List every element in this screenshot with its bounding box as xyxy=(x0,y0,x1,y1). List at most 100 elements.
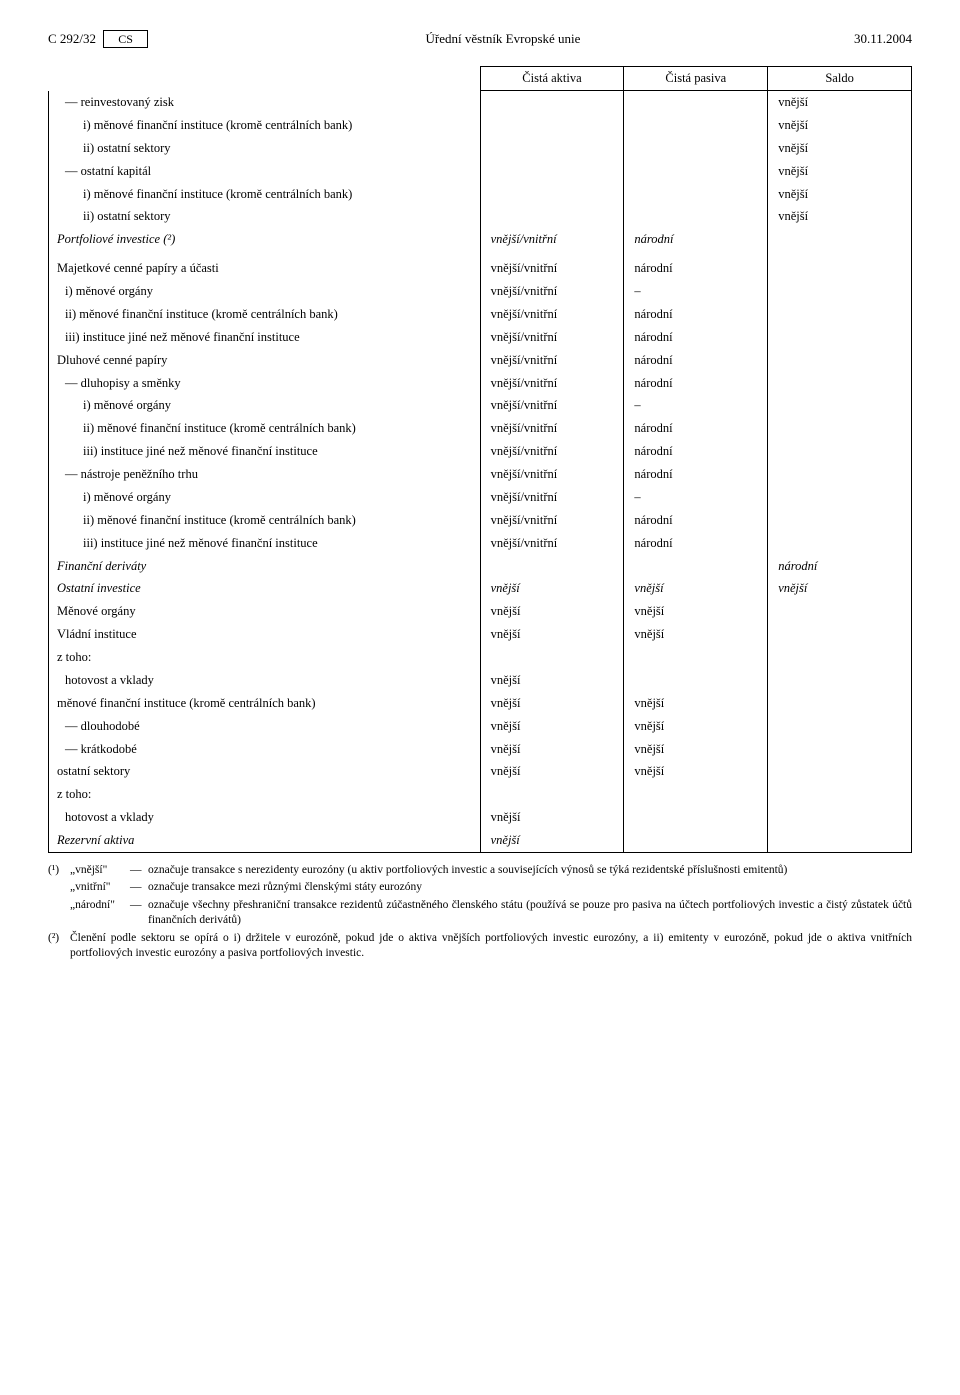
cell-saldo: vnější xyxy=(768,205,912,228)
row-label: Vládní instituce xyxy=(57,626,472,643)
table-row: — dluhopisy a směnkyvnější/vnitřnínárodn… xyxy=(49,372,912,395)
cell-pasiva: – xyxy=(624,394,768,417)
cell-saldo xyxy=(768,692,912,715)
cell-pasiva xyxy=(624,806,768,829)
cell-saldo: vnější xyxy=(768,160,912,183)
cell-pasiva: vnější xyxy=(624,623,768,646)
lang-code-box: CS xyxy=(103,30,148,48)
cell-pasiva: národní xyxy=(624,228,768,251)
row-label: ii) měnové finanční instituce (kromě cen… xyxy=(57,512,472,529)
dash-icon: — xyxy=(130,880,148,896)
cell-saldo xyxy=(768,806,912,829)
row-label: Majetkové cenné papíry a účasti xyxy=(57,260,472,277)
page-header: C 292/32 CS Úřední věstník Evropské unie… xyxy=(48,30,912,48)
row-label: — krátkodobé xyxy=(57,741,472,758)
footnote-1-term-2: „vnitřní" xyxy=(70,880,130,896)
table-row: z toho: xyxy=(49,783,912,806)
footnote-1-term-1: „vnější" xyxy=(70,863,130,879)
row-label: z toho: xyxy=(57,786,472,803)
table-row: Majetkové cenné papíry a účasti vnější/vn… xyxy=(49,257,912,280)
table-row: hotovost a vkladyvnější xyxy=(49,669,912,692)
row-label: — nástroje peněžního trhu xyxy=(57,466,472,483)
cell-saldo: vnější xyxy=(768,137,912,160)
table-row: z toho: xyxy=(49,646,912,669)
cell-saldo xyxy=(768,303,912,326)
cell-pasiva xyxy=(624,783,768,806)
cell-pasiva: vnější xyxy=(624,738,768,761)
table-row: ii) ostatní sektoryvnější xyxy=(49,205,912,228)
table-row: ostatní sektoryvnějšívnější xyxy=(49,760,912,783)
row-label: Dluhové cenné papíry xyxy=(57,352,472,369)
cell-saldo xyxy=(768,372,912,395)
table-row: měnové finanční instituce (kromě centrál… xyxy=(49,692,912,715)
row-label: i) měnové orgány xyxy=(57,489,472,506)
cell-saldo xyxy=(768,669,912,692)
cell-aktiva: vnější xyxy=(480,760,624,783)
cell-pasiva xyxy=(624,555,768,578)
cell-aktiva: vnější/vnitřní xyxy=(480,417,624,440)
table-row: iii) instituce jiné než měnové finanční … xyxy=(49,532,912,555)
cell-pasiva xyxy=(624,183,768,206)
page-ref-text: C 292/32 xyxy=(48,31,96,46)
footnote-1-body-3: označuje všechny přeshraniční transakce … xyxy=(148,898,912,929)
row-label: Měnové orgány xyxy=(57,603,472,620)
row-label: hotovost a vklady xyxy=(57,672,472,689)
cell-aktiva: vnější/vnitřní xyxy=(480,303,624,326)
cell-aktiva: vnější/vnitřní xyxy=(480,440,624,463)
cell-aktiva: vnější/vnitřní xyxy=(480,509,624,532)
table-row: iii) instituce jiné než měnové finanční … xyxy=(49,440,912,463)
table-row: iii) instituce jiné než měnové finanční … xyxy=(49,326,912,349)
cell-pasiva: národní xyxy=(624,257,768,280)
row-label: ii) měnové finanční instituce (kromě cen… xyxy=(57,306,472,323)
row-label: z toho: xyxy=(57,649,472,666)
dash-icon: — xyxy=(130,863,148,879)
row-label: — dlouhodobé xyxy=(57,718,472,735)
cell-aktiva xyxy=(480,205,624,228)
cell-aktiva: vnější/vnitřní xyxy=(480,280,624,303)
cell-saldo xyxy=(768,738,912,761)
row-label: — ostatní kapitál xyxy=(57,163,472,180)
cell-pasiva: národní xyxy=(624,532,768,555)
cell-saldo xyxy=(768,326,912,349)
cell-saldo xyxy=(768,509,912,532)
cell-saldo xyxy=(768,349,912,372)
cell-pasiva xyxy=(624,91,768,114)
row-label: iii) instituce jiné než měnové finanční … xyxy=(57,535,472,552)
row-label: měnové finanční instituce (kromě centrál… xyxy=(57,695,472,712)
table-row: Ostatní investicevnějšívnějšívnější xyxy=(49,577,912,600)
cell-saldo: vnější xyxy=(768,91,912,114)
cell-saldo xyxy=(768,829,912,852)
cell-pasiva: národní xyxy=(624,463,768,486)
cell-pasiva xyxy=(624,205,768,228)
cell-aktiva: vnější xyxy=(480,600,624,623)
row-label: i) měnové finanční instituce (kromě cent… xyxy=(57,186,472,203)
cell-aktiva xyxy=(480,783,624,806)
table-row: ii) měnové finanční instituce (kromě cen… xyxy=(49,417,912,440)
row-label: Ostatní investice xyxy=(57,580,472,597)
row-label: iii) instituce jiné než měnové finanční … xyxy=(57,329,472,346)
cell-aktiva xyxy=(480,114,624,137)
table-row: — nástroje peněžního trhu vnější/vnitřnín… xyxy=(49,463,912,486)
cell-pasiva: vnější xyxy=(624,600,768,623)
cell-pasiva: národní xyxy=(624,303,768,326)
cell-pasiva: vnější xyxy=(624,692,768,715)
cell-aktiva: vnější/vnitřní xyxy=(480,257,624,280)
cell-aktiva: vnější/vnitřní xyxy=(480,326,624,349)
table-row: — ostatní kapitál vnější xyxy=(49,160,912,183)
cell-aktiva: vnější/vnitřní xyxy=(480,463,624,486)
footnotes: (¹) „vnější" — označuje transakce s nere… xyxy=(48,863,912,962)
header-date: 30.11.2004 xyxy=(854,31,912,47)
footnote-1-body-2: označuje transakce mezi různými členským… xyxy=(148,880,912,896)
table-row: Měnové orgány vnějšívnější xyxy=(49,600,912,623)
cell-pasiva: národní xyxy=(624,440,768,463)
cell-aktiva: vnější xyxy=(480,715,624,738)
row-label: — dluhopisy a směnky xyxy=(57,375,472,392)
cell-aktiva xyxy=(480,555,624,578)
cell-saldo: vnější xyxy=(768,577,912,600)
cell-pasiva: vnější xyxy=(624,577,768,600)
cell-aktiva: vnější xyxy=(480,806,624,829)
row-label: ostatní sektory xyxy=(57,763,472,780)
cell-saldo xyxy=(768,783,912,806)
cell-saldo xyxy=(768,600,912,623)
table-row: i) měnové orgányvnější/vnitřní– xyxy=(49,280,912,303)
